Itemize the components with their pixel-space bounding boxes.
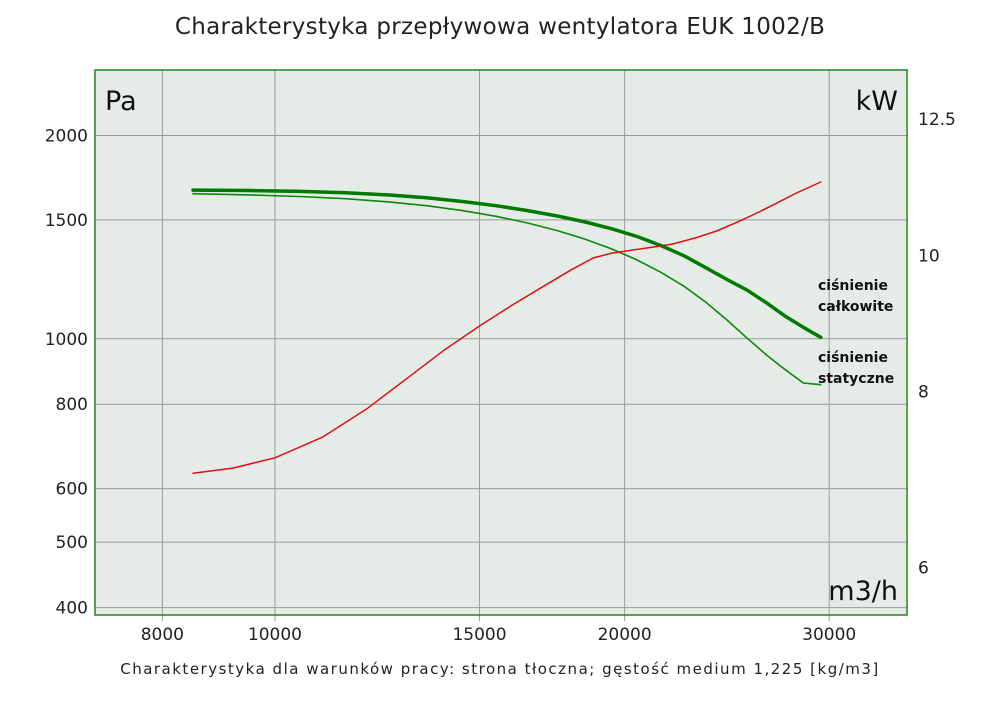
x-tick-label: 15000 bbox=[452, 625, 506, 645]
chart-title: Charakterystyka przepływowa wentylatora … bbox=[174, 14, 826, 40]
plot-frame bbox=[94, 69, 908, 616]
series-label-line: ciśnienie bbox=[818, 278, 888, 294]
y-left-tick-label: 1500 bbox=[45, 211, 88, 231]
y-left-tick-label: 800 bbox=[56, 395, 88, 415]
y-left-tick-label: 500 bbox=[56, 533, 88, 553]
series-line-0 bbox=[191, 188, 823, 340]
series-label-1: ciśnienie statyczne bbox=[818, 350, 894, 387]
series-label-line: statyczne bbox=[818, 371, 894, 387]
plot-area bbox=[95, 70, 907, 615]
series-label-line: ciśnienie bbox=[818, 350, 888, 366]
grid: 8000 10000 15000 20000 30000 400 500 600 800 1000… bbox=[45, 70, 956, 645]
series-line-2 bbox=[192, 181, 822, 475]
y-right-tick-label: 6 bbox=[918, 558, 929, 578]
x-tick-label: 8000 bbox=[141, 625, 184, 645]
x-unit-label: m3/h bbox=[828, 576, 898, 607]
x-tick-label: 20000 bbox=[598, 625, 652, 645]
series-label-line: całkowite bbox=[818, 299, 893, 315]
y-right-tick-label: 10 bbox=[918, 246, 940, 266]
y-right-unit-label: kW bbox=[856, 86, 898, 117]
y-left-tick-label: 400 bbox=[56, 599, 88, 619]
y-left-tick-label: 600 bbox=[56, 480, 88, 500]
series-line-1 bbox=[192, 192, 822, 386]
y-left-unit-label: Pa bbox=[105, 86, 137, 117]
y-left-tick-label: 2000 bbox=[45, 126, 88, 146]
x-tick-label: 10000 bbox=[248, 625, 302, 645]
y-right-tick-label: 12.5 bbox=[918, 110, 956, 130]
y-right-tick-label: 8 bbox=[918, 383, 929, 403]
series-label-0: ciśnienie całkowite bbox=[818, 278, 893, 315]
x-tick-label: 30000 bbox=[802, 625, 856, 645]
y-left-tick-label: 1000 bbox=[45, 330, 88, 350]
chart-subtitle: Charakterystyka dla warunków pracy: stro… bbox=[120, 660, 880, 678]
